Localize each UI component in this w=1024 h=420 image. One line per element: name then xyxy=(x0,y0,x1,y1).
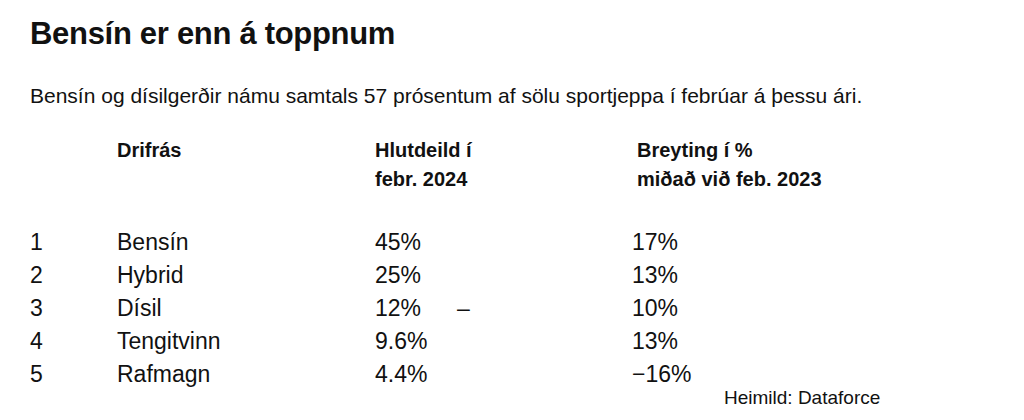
drivetrain-label: Tengitvinn xyxy=(117,325,221,358)
drivetrain-label: Rafmagn xyxy=(117,358,210,391)
infographic-table: Bensín er enn á toppnum Bensín og dísilg… xyxy=(0,0,1024,420)
table-row: 2 Hybrid 25% 13% xyxy=(0,259,1024,292)
column-header-share-line1: Hlutdeild í xyxy=(375,136,472,165)
share-value: 25% xyxy=(375,259,421,292)
drivetrain-label: Hybrid xyxy=(117,259,183,292)
rank-value: 5 xyxy=(30,358,43,391)
subtitle: Bensín og dísilgerðir námu samtals 57 pr… xyxy=(30,84,862,108)
share-value: 9.6% xyxy=(375,325,427,358)
change-value: 17% xyxy=(632,226,678,259)
column-header-share-line2: febr. 2024 xyxy=(375,165,472,194)
rank-value: 2 xyxy=(30,259,43,292)
change-value: 13% xyxy=(632,259,678,292)
share-value: 45% xyxy=(375,226,421,259)
page-title: Bensín er enn á toppnum xyxy=(30,16,395,52)
table-row: 1 Bensín 45% 17% xyxy=(0,226,1024,259)
change-value: 10% xyxy=(632,292,678,325)
table-row: 4 Tengitvinn 9.6% 13% xyxy=(0,325,1024,358)
column-header-change-line2: miðað við feb. 2023 xyxy=(637,165,822,194)
source-credit: Heimild: Dataforce xyxy=(724,387,880,409)
column-header-share: Hlutdeild í febr. 2024 xyxy=(375,136,472,194)
table-row: 3 Dísil 12% – 10% xyxy=(0,292,1024,325)
change-value: 13% xyxy=(632,325,678,358)
table-header: Drifrás Hlutdeild í febr. 2024 Breyting … xyxy=(0,136,1024,196)
column-header-drivetrain: Drifrás xyxy=(117,136,181,165)
column-header-change-line1: Breyting í % xyxy=(637,136,822,165)
share-value: 12% xyxy=(375,292,421,325)
rank-value: 4 xyxy=(30,325,43,358)
rank-value: 3 xyxy=(30,292,43,325)
drivetrain-label: Bensín xyxy=(117,226,189,259)
change-value: −16% xyxy=(632,358,691,391)
share-value: 4.4% xyxy=(375,358,427,391)
column-header-change: Breyting í % miðað við feb. 2023 xyxy=(637,136,822,194)
rank-value: 1 xyxy=(30,226,43,259)
drivetrain-label: Dísil xyxy=(117,292,162,325)
trend-dash: – xyxy=(457,292,470,325)
table-body: 1 Bensín 45% 17% 2 Hybrid 25% 13% 3 Dísi… xyxy=(0,226,1024,391)
